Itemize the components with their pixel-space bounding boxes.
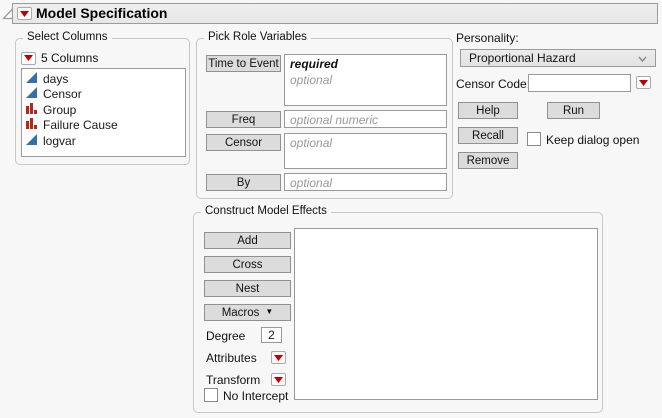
columns-listbox[interactable]: days Censor Group Failure Cause logvar — [21, 68, 186, 157]
personality-label: Personality: — [456, 31, 519, 45]
select-columns-panel: Select Columns 5 Columns days Censor Gro… — [15, 31, 190, 165]
continuous-icon — [25, 86, 38, 102]
pick-role-variables-label: Pick Role Variables — [204, 31, 311, 43]
continuous-icon — [25, 71, 38, 87]
list-item[interactable]: logvar — [22, 133, 185, 149]
run-button[interactable]: Run — [547, 102, 600, 119]
freq-dropzone[interactable]: optional numeric — [284, 110, 447, 128]
nominal-icon — [25, 102, 38, 118]
page-title: Model Specification — [36, 5, 168, 21]
add-button[interactable]: Add — [204, 232, 291, 249]
remove-button[interactable]: Remove — [458, 152, 518, 169]
model-effects-listbox[interactable] — [294, 228, 598, 400]
transform-menu-icon[interactable] — [271, 373, 286, 386]
recall-button[interactable]: Recall — [458, 127, 518, 144]
keep-dialog-open-checkbox[interactable] — [527, 132, 541, 146]
pick-role-variables-panel: Pick Role Variables Time to Event requir… — [196, 31, 453, 199]
freq-button[interactable]: Freq — [206, 111, 281, 128]
attributes-label: Attributes — [206, 351, 257, 365]
by-dropzone[interactable]: optional — [284, 173, 447, 191]
optional-text: optional — [290, 73, 333, 87]
continuous-icon — [25, 133, 38, 149]
select-columns-label: Select Columns — [23, 31, 112, 43]
column-name: logvar — [43, 133, 76, 148]
column-name: Failure Cause — [43, 118, 118, 133]
macros-label: Macros — [221, 306, 260, 319]
chevron-down-icon — [638, 51, 647, 65]
outline-header — [12, 3, 658, 24]
time-to-event-dropzone[interactable]: required optional — [284, 54, 447, 106]
construct-model-effects-label: Construct Model Effects — [201, 205, 331, 217]
transform-label: Transform — [206, 373, 261, 387]
no-intercept-label: No Intercept — [223, 389, 289, 403]
macros-button[interactable]: Macros ▼ — [204, 304, 291, 321]
caret-down-icon: ▼ — [265, 307, 274, 316]
time-to-event-button[interactable]: Time to Event — [206, 55, 281, 72]
keep-dialog-open-label: Keep dialog open — [546, 133, 640, 147]
list-item[interactable]: Group — [22, 102, 185, 118]
censor-dropzone[interactable]: optional — [284, 133, 447, 169]
censor-code-menu-icon[interactable] — [636, 76, 651, 89]
required-text: required — [290, 57, 339, 71]
column-name: Group — [43, 102, 77, 117]
help-button[interactable]: Help — [458, 102, 518, 119]
list-item[interactable]: days — [22, 71, 185, 87]
column-name: days — [43, 71, 69, 86]
personality-value: Proportional Hazard — [469, 51, 576, 65]
list-item[interactable]: Censor — [22, 87, 185, 103]
columns-menu-icon[interactable] — [21, 51, 36, 65]
list-item[interactable]: Failure Cause — [22, 118, 185, 134]
column-name: Censor — [43, 87, 82, 102]
nest-button[interactable]: Nest — [204, 280, 291, 297]
censor-code-input[interactable] — [528, 74, 631, 92]
degree-input[interactable]: 2 — [261, 327, 282, 343]
degree-label: Degree — [206, 329, 246, 343]
by-button[interactable]: By — [206, 174, 281, 191]
nominal-icon — [25, 117, 38, 133]
censor-button[interactable]: Censor — [206, 134, 281, 151]
no-intercept-checkbox[interactable] — [204, 388, 218, 402]
construct-model-effects-panel: Construct Model Effects Add Cross Nest M… — [193, 205, 603, 413]
censor-code-label: Censor Code: — [456, 77, 531, 91]
cross-button[interactable]: Cross — [204, 256, 291, 273]
attributes-menu-icon[interactable] — [271, 351, 286, 364]
red-triangle-menu-icon[interactable] — [17, 7, 32, 20]
columns-count-label: 5 Columns — [41, 51, 99, 65]
personality-select[interactable]: Proportional Hazard — [460, 49, 656, 67]
